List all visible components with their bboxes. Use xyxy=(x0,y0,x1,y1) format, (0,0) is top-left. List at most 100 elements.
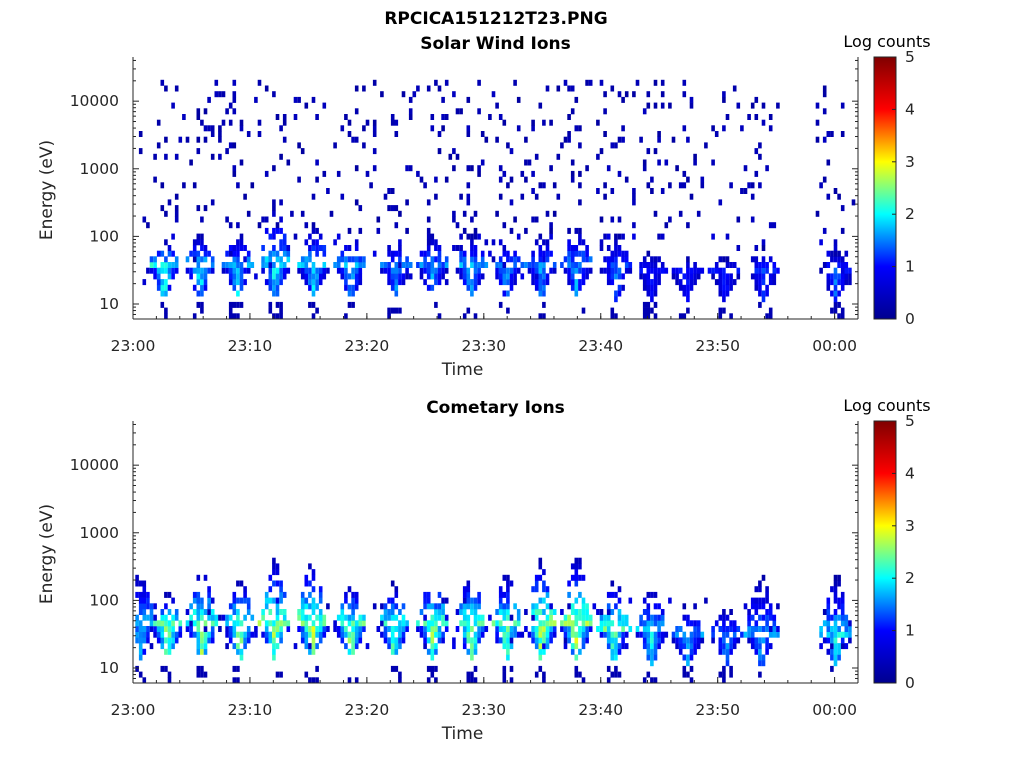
heatmap-cell xyxy=(358,256,363,263)
heatmap-cell xyxy=(196,614,201,621)
heatmap-cell xyxy=(441,614,445,621)
heatmap-cell xyxy=(534,216,539,223)
heatmap-cell xyxy=(844,267,849,274)
heatmap-cell xyxy=(430,256,435,263)
heatmap-cell xyxy=(200,216,204,223)
heatmap-cell xyxy=(390,188,395,194)
heatmap-cell xyxy=(610,188,615,194)
heatmap-cell xyxy=(844,626,849,632)
heatmap-cell xyxy=(272,620,276,627)
heatmap-cell xyxy=(430,603,435,610)
heatmap-cell xyxy=(732,620,737,627)
heatmap-cell xyxy=(473,273,478,280)
heatmap-cell xyxy=(542,273,546,280)
heatmap-cell xyxy=(599,245,604,251)
heatmap-cell xyxy=(848,637,852,644)
heatmap-cell xyxy=(232,313,237,320)
heatmap-cell xyxy=(304,626,309,632)
heatmap-cell xyxy=(614,643,618,650)
heatmap-cell xyxy=(268,262,273,268)
heatmap-cell xyxy=(174,614,179,621)
heatmap-cell xyxy=(423,256,427,263)
heatmap-cell xyxy=(261,631,265,638)
colorbar-tick-label: 1 xyxy=(905,258,915,276)
heatmap-cell xyxy=(761,256,766,263)
heatmap-cell xyxy=(725,114,730,120)
heatmap-cell xyxy=(549,267,553,274)
heatmap-cell xyxy=(239,119,244,126)
heatmap-cell xyxy=(153,631,157,638)
heatmap-cell xyxy=(750,193,755,200)
heatmap-cell xyxy=(833,290,838,297)
heatmap-cell xyxy=(516,631,521,638)
heatmap-cell xyxy=(383,631,388,638)
heatmap-cell xyxy=(498,239,503,246)
heatmap-cell xyxy=(398,626,402,632)
heatmap-cell xyxy=(581,239,586,246)
heatmap-cell xyxy=(236,597,240,604)
heatmap-cell xyxy=(138,643,143,650)
heatmap-cell xyxy=(646,182,651,189)
heatmap-cell xyxy=(354,620,359,627)
heatmap-cell xyxy=(513,626,517,632)
heatmap-cell xyxy=(200,637,204,644)
heatmap-cell xyxy=(405,165,409,172)
heatmap-cell xyxy=(754,626,759,632)
heatmap-cell xyxy=(282,245,287,251)
heatmap-cell xyxy=(192,182,197,189)
heatmap-cell xyxy=(315,626,319,632)
heatmap-cell xyxy=(758,637,762,644)
heatmap-cell xyxy=(653,637,658,644)
heatmap-cell xyxy=(570,176,575,183)
heatmap-cell xyxy=(423,182,427,189)
heatmap-cell xyxy=(462,273,467,280)
heatmap-cell xyxy=(430,614,435,621)
heatmap-cell xyxy=(372,79,377,86)
heatmap-cell xyxy=(275,227,280,234)
x-tick-label: 23:50 xyxy=(695,701,740,719)
heatmap-cell xyxy=(646,279,651,286)
heatmap-cell xyxy=(689,273,694,280)
heatmap-cell xyxy=(761,102,766,109)
heatmap-cell xyxy=(768,125,773,132)
heatmap-cell xyxy=(718,279,723,286)
heatmap-cell xyxy=(585,614,589,621)
x-tick-label: 23:00 xyxy=(111,701,156,719)
heatmap-cell xyxy=(311,597,316,604)
heatmap-cell xyxy=(401,603,406,610)
heatmap-cell xyxy=(768,222,773,229)
heatmap-cell xyxy=(390,279,395,286)
heatmap-cell xyxy=(275,301,280,308)
heatmap-cell xyxy=(718,313,723,320)
heatmap-cell xyxy=(585,250,589,257)
heatmap-cell xyxy=(642,631,647,638)
heatmap-cell xyxy=(268,609,273,615)
heatmap-cell xyxy=(311,609,316,615)
heatmap-cell xyxy=(264,597,269,604)
heatmap-cell xyxy=(358,279,363,286)
heatmap-cell xyxy=(542,648,546,655)
heatmap-cell xyxy=(264,85,269,92)
heatmap-cell xyxy=(682,643,687,650)
heatmap-cell xyxy=(833,301,838,308)
heatmap-cell xyxy=(650,296,654,303)
heatmap-cell xyxy=(344,245,348,251)
heatmap-cell xyxy=(441,114,445,120)
heatmap-cell xyxy=(225,643,229,650)
heatmap-cell xyxy=(545,620,550,627)
heatmap-cell xyxy=(279,591,283,598)
heatmap-cell xyxy=(646,648,651,655)
heatmap-cell xyxy=(711,159,715,166)
heatmap-cell xyxy=(552,267,557,274)
heatmap-cell xyxy=(387,279,391,286)
heatmap-cell xyxy=(740,188,744,194)
heatmap-cell xyxy=(340,626,345,632)
heatmap-cell xyxy=(477,626,481,632)
heatmap-cell xyxy=(830,586,834,593)
heatmap-cell xyxy=(502,273,507,280)
heatmap-cell xyxy=(423,262,427,268)
heatmap-cell xyxy=(624,262,629,268)
heatmap-cell xyxy=(506,603,510,610)
heatmap-cell xyxy=(513,279,517,286)
heatmap-cell xyxy=(549,250,553,257)
